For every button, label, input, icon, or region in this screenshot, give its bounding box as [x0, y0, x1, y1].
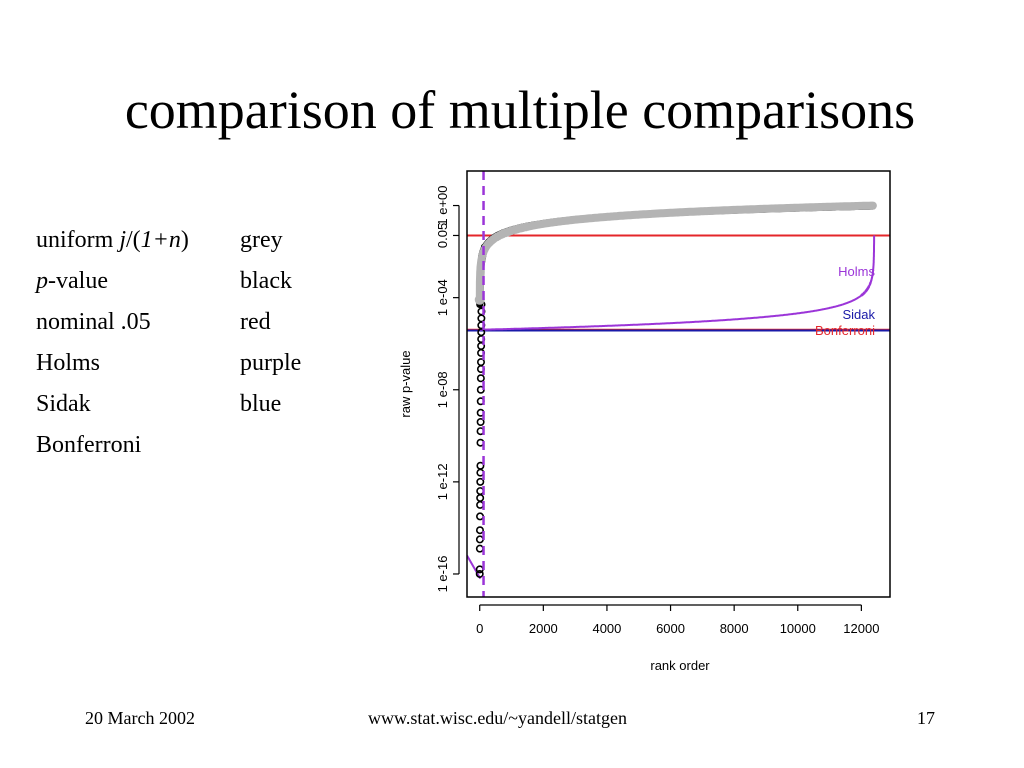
- x-tick-label: 8000: [720, 621, 749, 636]
- legend-label-text: -value: [48, 268, 108, 294]
- legend-label-italic: p: [36, 268, 48, 294]
- pvalue-point: [476, 477, 485, 486]
- y-tick-label: 0.05: [435, 223, 450, 248]
- x-tick-label: 0: [476, 621, 483, 636]
- sidak-label: Sidak: [842, 307, 875, 322]
- x-tick-label: 12000: [843, 621, 879, 636]
- legend-label-text: Sidak: [36, 391, 91, 417]
- legend-label-text: Bonferroni: [36, 432, 142, 458]
- legend-table: uniform j/(1+n) grey p-value black nominal .…: [36, 220, 301, 466]
- pvalue-point: [476, 461, 485, 470]
- pvalue-point: [475, 544, 484, 553]
- pvalue-point: [476, 374, 485, 383]
- y-axis-label: raw p-value: [398, 350, 413, 417]
- plot-frame: [466, 170, 891, 598]
- pvalue-point: [475, 569, 484, 578]
- legend-label: Holms: [36, 343, 240, 384]
- slide-title: comparison of multiple comparisons: [124, 80, 916, 140]
- pvalue-point: [476, 493, 485, 502]
- y-tick-label: 1 e+00: [435, 185, 450, 225]
- legend-label-text: uniform: [36, 227, 120, 253]
- legend-color-name: blue: [240, 391, 282, 417]
- legend-label: Bonferroni: [36, 425, 240, 466]
- legend-color-name: black: [240, 268, 292, 294]
- x-tick-label: 4000: [592, 621, 621, 636]
- y-tick-label: 1 e-16: [435, 556, 450, 593]
- holms-label: Holms: [838, 264, 875, 279]
- legend-label: nominal .05: [36, 302, 240, 343]
- legend-label: Sidak: [36, 384, 240, 425]
- bonferroni-label: Bonferroni: [815, 323, 875, 338]
- footer-date: 20 March 2002: [85, 708, 195, 728]
- legend-label-text: nominal .05: [36, 309, 151, 335]
- footer-url: www.stat.wisc.edu/~yandell/statgen: [368, 708, 628, 728]
- x-tick-label: 10000: [780, 621, 816, 636]
- plot-area: [467, 171, 890, 597]
- pvalue-point: [475, 526, 484, 535]
- uniform-curve: [475, 201, 877, 304]
- legend-label: uniform j/(1+n): [36, 220, 240, 261]
- y-tick-label: 1 e-08: [435, 371, 450, 408]
- legend-row: Holms purple: [36, 343, 301, 384]
- pvalue-point: [475, 565, 484, 574]
- legend-color-name: grey: [240, 227, 283, 253]
- y-tick-label: 1 e-12: [435, 463, 450, 500]
- legend-label-text: Holms: [36, 350, 101, 376]
- x-tick-label: 6000: [656, 621, 685, 636]
- legend-label: p-value: [36, 261, 240, 302]
- legend-row: p-value black: [36, 261, 301, 302]
- legend-color-name: red: [240, 309, 271, 335]
- pvalue-point: [475, 535, 484, 544]
- legend-row: nominal .05 red: [36, 302, 301, 343]
- y-tick-label: 1 e-04: [435, 279, 450, 316]
- legend-label-text: ): [180, 227, 189, 253]
- holm-curve: [479, 235, 876, 331]
- legend-label-text: /(: [126, 227, 141, 253]
- pvalue-point: [476, 358, 485, 367]
- pvalue-point: [476, 417, 485, 426]
- pvalue-point: [476, 512, 485, 521]
- footer-page-number: 17: [917, 708, 935, 728]
- x-tick-label: 2000: [529, 621, 558, 636]
- x-axis-label: rank order: [650, 658, 710, 673]
- legend-color-name: purple: [240, 350, 302, 376]
- legend-row: Sidak blue: [36, 384, 301, 425]
- holm-low-segment: [467, 555, 482, 580]
- legend-row: Bonferroni: [36, 425, 301, 466]
- legend-label-italic: 1+n: [140, 227, 181, 253]
- legend-row: uniform j/(1+n) grey: [36, 220, 301, 261]
- legend-label-italic: j: [119, 227, 126, 253]
- pvalue-point: [477, 314, 486, 323]
